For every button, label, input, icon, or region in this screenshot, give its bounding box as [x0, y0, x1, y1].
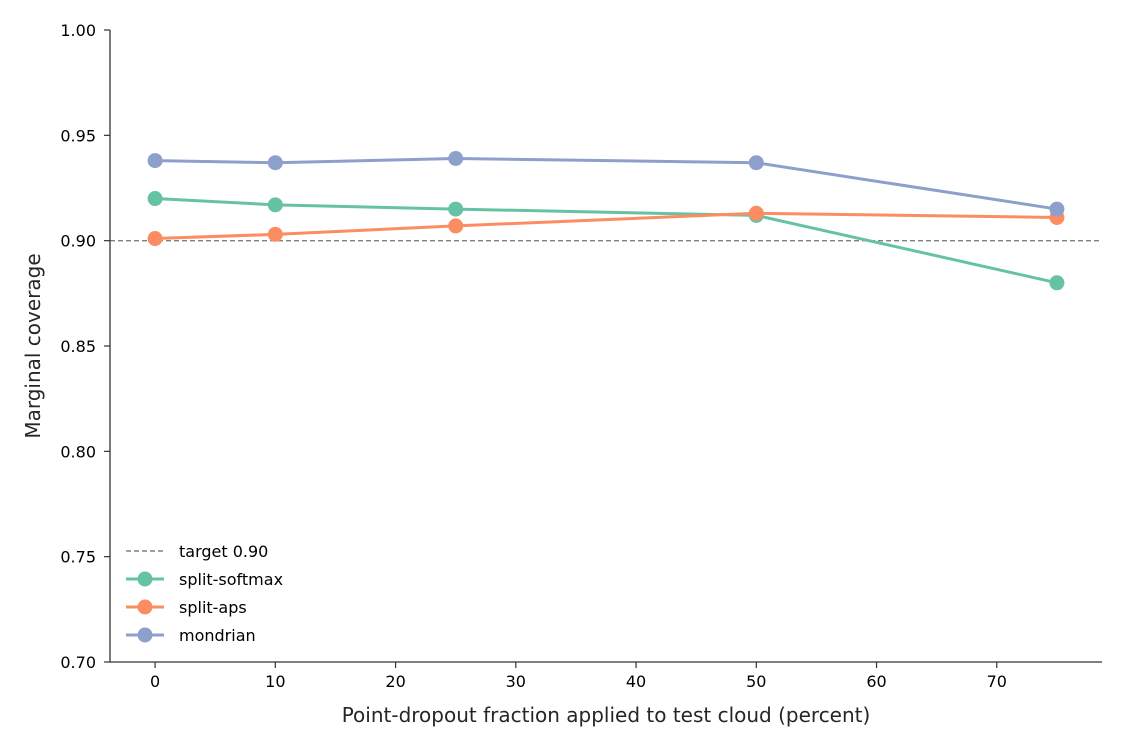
x-tick-label: 40: [626, 672, 646, 691]
y-tick-label: 0.80: [60, 442, 96, 461]
x-tick-label: 70: [987, 672, 1007, 691]
y-tick-label: 1.00: [60, 21, 96, 40]
x-ticks: 0 10 20 30 40 50 60 70: [150, 662, 1007, 691]
legend-label-mondrian: mondrian: [179, 626, 256, 645]
legend-swatch-marker-mondrian: [137, 627, 153, 643]
y-axis-label: Marginal coverage: [21, 253, 45, 438]
data-point-mondrian: [748, 155, 764, 171]
data-point-mondrian: [147, 153, 163, 169]
y-ticks: 0.70 0.75 0.80 0.85 0.90 0.95 1.00: [60, 21, 110, 672]
x-tick-label: 20: [385, 672, 405, 691]
series-split-softmax: [147, 191, 1065, 291]
data-point-mondrian: [1049, 201, 1065, 217]
x-axis-label: Point-dropout fraction applied to test c…: [342, 703, 871, 727]
y-tick-label: 0.70: [60, 653, 96, 672]
data-point-split-softmax: [147, 191, 163, 207]
data-point-split-softmax: [448, 201, 464, 217]
y-tick-label: 0.75: [60, 548, 96, 567]
series-split-aps: [147, 205, 1065, 247]
x-tick-label: 60: [866, 672, 886, 691]
data-point-split-aps: [748, 205, 764, 221]
x-tick-label: 50: [746, 672, 766, 691]
data-point-split-softmax: [1049, 275, 1065, 291]
data-point-split-aps: [448, 218, 464, 234]
x-tick-label: 0: [150, 672, 160, 691]
legend-swatch-marker-split-softmax: [137, 571, 153, 587]
data-point-split-aps: [267, 226, 283, 242]
legend-label-split-aps: split-aps: [179, 598, 247, 617]
data-point-split-aps: [147, 231, 163, 247]
data-point-split-softmax: [267, 197, 283, 213]
x-tick-label: 30: [506, 672, 526, 691]
x-tick-label: 10: [265, 672, 285, 691]
series-mondrian: [147, 151, 1065, 217]
y-tick-label: 0.85: [60, 337, 96, 356]
legend: target 0.90 split-softmax split-aps mondria…: [126, 542, 283, 645]
legend-label-split-softmax: split-softmax: [179, 570, 283, 589]
legend-swatch-marker-split-aps: [137, 599, 153, 615]
data-point-mondrian: [448, 151, 464, 167]
legend-label-target: target 0.90: [179, 542, 268, 561]
series-layer: [147, 151, 1065, 291]
data-point-mondrian: [267, 155, 283, 171]
y-tick-label: 0.90: [60, 232, 96, 251]
y-tick-label: 0.95: [60, 126, 96, 145]
